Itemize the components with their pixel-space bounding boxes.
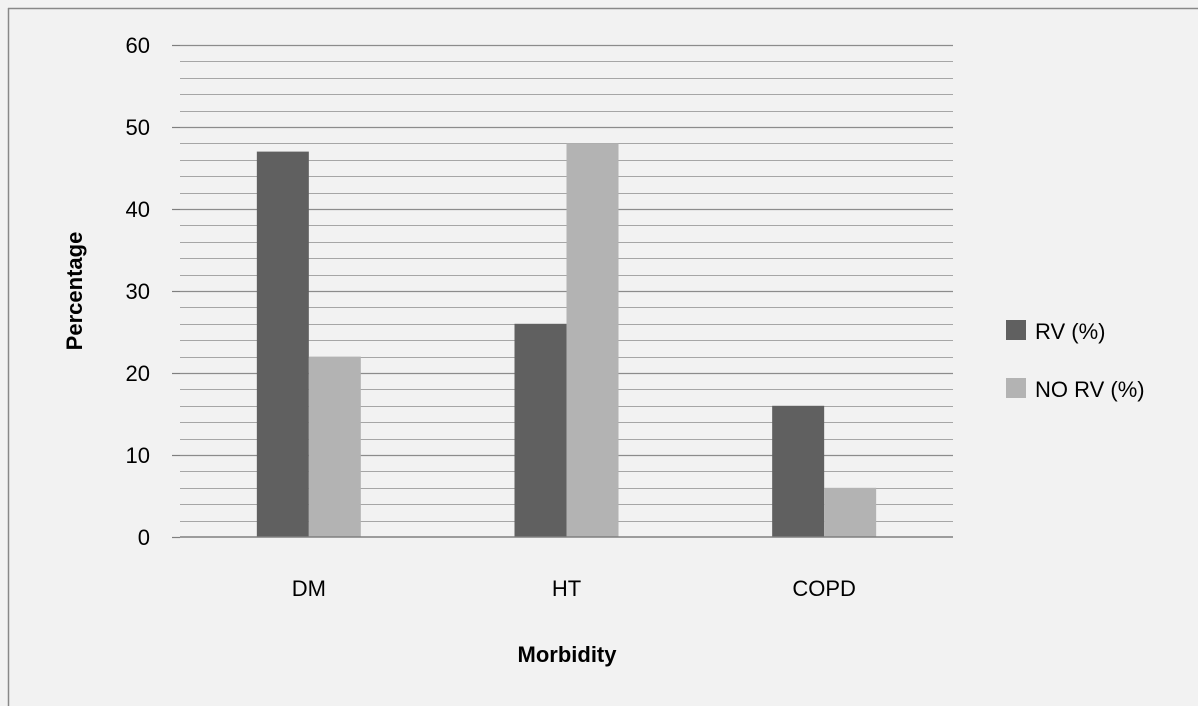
- legend-label: RV (%): [1035, 319, 1106, 344]
- y-axis-ticks: 0 10 20 30 40 50 60: [126, 33, 180, 550]
- bars: [256, 143, 877, 537]
- x-tick-label: HT: [552, 576, 581, 601]
- legend-swatch: [1006, 378, 1026, 398]
- bar-rv-copd: [772, 405, 825, 537]
- legend-swatch: [1006, 320, 1026, 340]
- x-tick-label: COPD: [792, 576, 856, 601]
- bar-rv-dm: [256, 151, 309, 537]
- y-tick-label: 30: [126, 279, 150, 304]
- x-tick-label: DM: [292, 576, 326, 601]
- y-tick-label: 10: [126, 443, 150, 468]
- bar-no-rv-ht: [566, 143, 619, 537]
- bar-no-rv-dm: [308, 356, 361, 537]
- legend: RV (%) NO RV (%): [1006, 319, 1145, 402]
- x-axis-label: Morbidity: [518, 642, 618, 667]
- y-tick-label: 50: [126, 115, 150, 140]
- x-axis-ticks: DM HT COPD: [292, 576, 856, 601]
- y-tick-label: 60: [126, 33, 150, 58]
- y-axis-label: Percentage: [62, 232, 87, 351]
- bar-rv-ht: [514, 323, 567, 537]
- y-tick-label: 20: [126, 361, 150, 386]
- bar-no-rv-copd: [824, 487, 877, 537]
- legend-label: NO RV (%): [1035, 377, 1145, 402]
- y-tick-label: 0: [138, 525, 150, 550]
- y-tick-label: 40: [126, 197, 150, 222]
